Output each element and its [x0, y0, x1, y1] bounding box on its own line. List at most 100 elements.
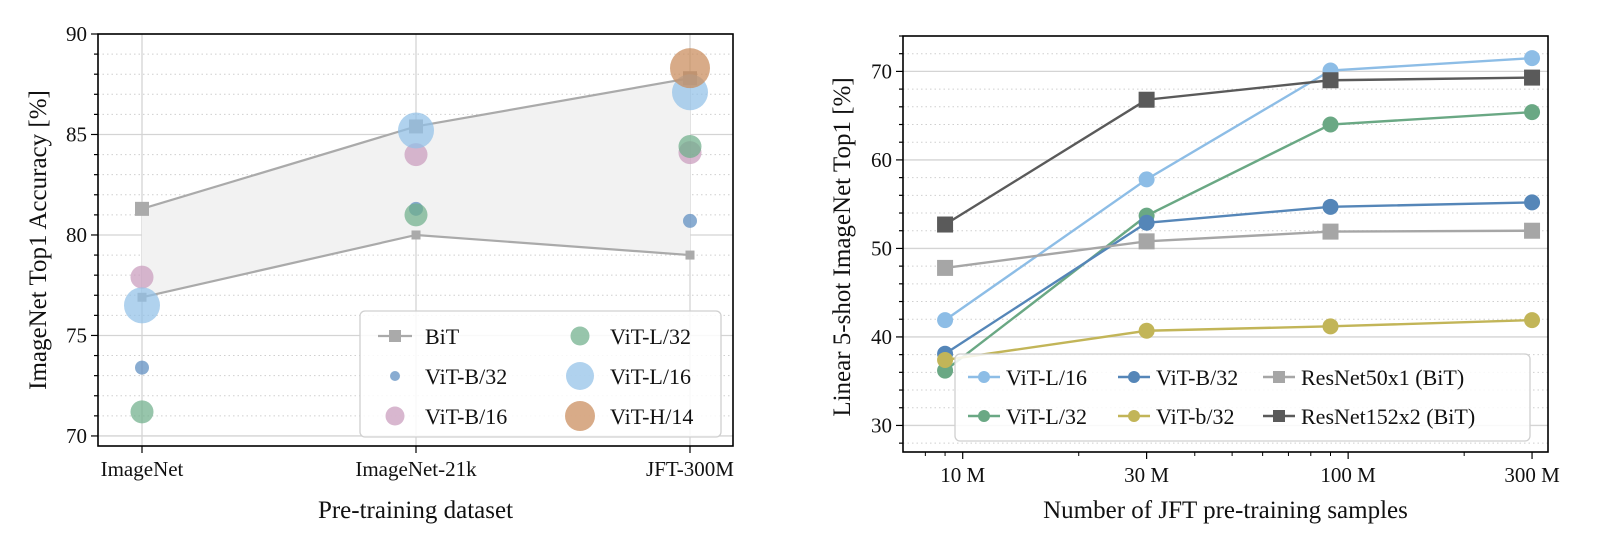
y-tick-label: 75 — [66, 323, 87, 347]
y-tick-label: 70 — [871, 59, 892, 83]
legend-label: ViT-B/16 — [425, 404, 507, 429]
x-tick-label: 10 M — [940, 463, 985, 487]
legend-item-vit-b-16: ViT-B/16 — [385, 404, 507, 429]
legend-circle-marker — [385, 406, 405, 426]
legend-box — [359, 310, 722, 438]
bit-lower-marker — [685, 250, 695, 260]
point-vit-b-16 — [130, 265, 154, 289]
circle-marker — [1322, 116, 1339, 133]
right-plot-frame — [902, 35, 1549, 453]
series-line — [944, 110, 1533, 372]
legend-circle-marker — [565, 401, 595, 431]
series-line — [944, 229, 1533, 270]
left-y-ticks: 70 75 80 85 90 — [66, 22, 98, 448]
point-vit-b-32 — [135, 360, 149, 375]
legend-label: ViT-L/32 — [1006, 404, 1087, 429]
legend-circle-marker — [566, 362, 594, 390]
legend-label: ViT-H/14 — [610, 404, 693, 429]
legend-item-vit-h-14: ViT-H/14 — [565, 401, 693, 431]
point-vit-l-16 — [398, 112, 434, 149]
legend-item-resnet152x2-bit: ResNet152x2 (BiT) — [1263, 404, 1475, 429]
square-marker — [1524, 222, 1541, 239]
legend-item-bit: BiT — [378, 324, 460, 349]
legend-item-vit-b-32: ViT-b/32 — [1118, 404, 1235, 429]
right-chart: 30 40 50 60 70 10 M 30 M 100 M 300 M Number of … — [829, 35, 1560, 524]
square-marker — [937, 216, 954, 233]
series-vit-b-32 — [937, 312, 1541, 368]
legend-item-vit-l-32: ViT-L/32 — [968, 404, 1087, 429]
x-tick-label: ImageNet-21k — [355, 457, 477, 481]
y-tick-label: 90 — [66, 22, 87, 46]
legend-item-vit-b-32: ViT-B/32 — [1118, 365, 1238, 390]
point-vit-b-16 — [404, 143, 428, 167]
legend-circle-marker — [1128, 371, 1140, 383]
legend-label: ViT-B/32 — [425, 364, 507, 389]
circle-marker — [1524, 194, 1541, 211]
legend-label: ResNet152x2 (BiT) — [1301, 404, 1475, 429]
legend-circle-marker — [570, 326, 590, 346]
square-marker — [1322, 223, 1339, 240]
y-tick-label: 70 — [66, 424, 87, 448]
series-vit-b-32 — [937, 194, 1541, 362]
series-resnet50x1-bit — [937, 222, 1541, 276]
point-vit-l-32 — [678, 135, 702, 159]
square-marker — [1524, 69, 1541, 86]
point-vit-l-32 — [404, 203, 428, 227]
right-series — [937, 50, 1541, 379]
series-line — [944, 201, 1533, 355]
left-y-axis-label: ImageNet Top1 Accuracy [%] — [25, 90, 52, 390]
circle-marker — [1138, 171, 1155, 188]
y-tick-label: 80 — [66, 223, 87, 247]
left-x-ticks: ImageNet ImageNet-21k JFT-300M — [101, 446, 734, 481]
x-tick-label: 100 M — [1320, 463, 1376, 487]
point-vit-h-14 — [670, 48, 710, 89]
circle-marker — [1322, 198, 1339, 215]
point-vit-l-16 — [124, 287, 160, 324]
y-tick-label: 30 — [871, 413, 892, 437]
square-marker — [937, 259, 954, 276]
y-tick-label: 85 — [66, 122, 87, 146]
legend-circle-marker — [390, 371, 400, 381]
circle-marker — [937, 312, 954, 329]
legend-label: ViT-B/32 — [1156, 365, 1238, 390]
point-vit-b-32 — [683, 213, 697, 228]
bit-lower-marker — [411, 230, 421, 240]
legend-square-marker — [389, 330, 401, 342]
series-vit-l-16 — [937, 50, 1541, 329]
y-tick-label: 60 — [871, 148, 892, 172]
circle-marker — [1138, 214, 1155, 231]
legend-label: ViT-L/16 — [610, 364, 691, 389]
right-x-ticks: 10 M 30 M 100 M 300 M — [924, 452, 1560, 487]
square-marker — [1138, 91, 1155, 108]
bit-upper-marker — [135, 201, 149, 216]
legend-item-vit-l-16: ViT-L/16 — [968, 365, 1087, 390]
y-tick-label: 50 — [871, 236, 892, 260]
right-y-ticks: 30 40 50 60 70 — [871, 35, 903, 444]
legend-label: ViT-b/32 — [1156, 404, 1235, 429]
legend-item-vit-l-32: ViT-L/32 — [570, 324, 691, 349]
circle-marker — [1524, 50, 1541, 67]
vit-points — [124, 48, 710, 424]
series-line — [944, 318, 1533, 362]
legend-box — [954, 353, 1531, 442]
circle-marker — [1524, 312, 1541, 329]
y-tick-label: 40 — [871, 325, 892, 349]
x-tick-label: 300 M — [1504, 463, 1560, 487]
circle-marker — [1138, 322, 1155, 339]
legend-label: ResNet50x1 (BiT) — [1301, 365, 1464, 390]
legend-square-marker — [1273, 410, 1285, 422]
left-x-axis-label: Pre-training dataset — [318, 497, 513, 524]
right-x-axis-label: Number of JFT pre-training samples — [1043, 497, 1408, 524]
series-line — [944, 56, 1533, 322]
bit-band-fill — [142, 78, 690, 298]
legend-label: ViT-L/32 — [610, 324, 691, 349]
legend-item-vit-l-16: ViT-L/16 — [566, 362, 691, 390]
legend-circle-marker — [978, 410, 990, 422]
legend-circle-marker — [978, 371, 990, 383]
legend-label: ViT-L/16 — [1006, 365, 1087, 390]
legend-square-marker — [1273, 371, 1285, 383]
legend-label: BiT — [425, 324, 460, 349]
right-y-axis-label: Linear 5-shot ImageNet Top1 [%] — [829, 77, 856, 416]
